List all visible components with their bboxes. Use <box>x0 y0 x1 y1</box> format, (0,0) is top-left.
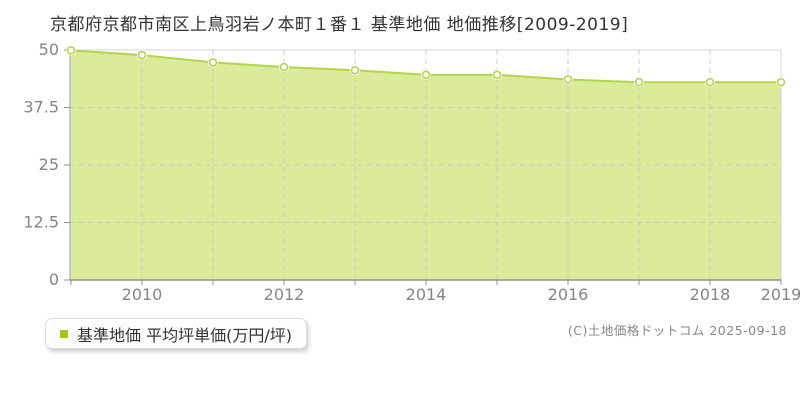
data-point[interactable] <box>634 77 644 87</box>
y-tick-label: 50 <box>39 40 59 59</box>
data-point[interactable] <box>776 77 786 87</box>
data-point[interactable] <box>208 58 218 67</box>
series-marker-icon <box>60 329 68 338</box>
y-tick-label: 37.5 <box>23 98 59 117</box>
page-title: 京都府京都市南区上鳥羽岩ノ本町１番１ 基準地価 地価推移[2009-2019] <box>50 15 629 35</box>
legend[interactable]: 基準地価 平均坪単価(万円/坪) <box>45 318 307 349</box>
data-point[interactable] <box>137 50 147 60</box>
copyright-text: (C)土地価格ドットコム 2025-09-18 <box>567 323 787 338</box>
data-point[interactable] <box>421 70 431 80</box>
x-tick-label: 2012 <box>264 285 305 304</box>
data-point[interactable] <box>492 70 502 80</box>
x-tick-label: 2016 <box>548 285 589 304</box>
x-tick-label: 2014 <box>406 285 447 304</box>
data-point[interactable] <box>66 46 76 55</box>
data-point[interactable] <box>563 75 573 84</box>
y-tick-label: 25 <box>39 155 59 174</box>
price-trend-chart[interactable]: 2010 2012 2014 2016 2018 2019 0 12.5 25 37.5 50 <box>0 0 800 312</box>
x-tick-label: 2019 <box>761 285 800 304</box>
data-point[interactable] <box>279 62 289 72</box>
legend-label: 基準地価 平均坪単価(万円/坪) <box>77 325 292 345</box>
data-point[interactable] <box>705 77 715 87</box>
y-tick-label: 0 <box>49 270 59 289</box>
data-point[interactable] <box>350 65 360 75</box>
x-tick-label: 2018 <box>690 285 731 304</box>
y-tick-label: 12.5 <box>23 213 59 232</box>
x-tick-label: 2010 <box>122 285 163 304</box>
